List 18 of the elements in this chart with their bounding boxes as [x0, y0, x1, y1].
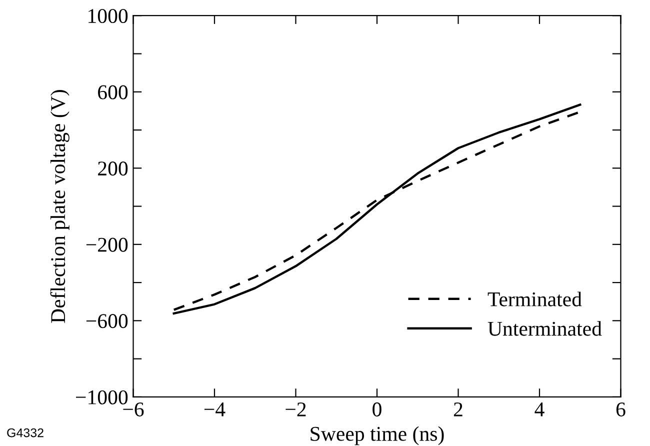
x-tick-label: 2: [454, 402, 462, 416]
y-tick-label: 1000: [88, 8, 128, 24]
y-tick-label: 600: [98, 85, 128, 100]
legend-label: Terminated: [488, 292, 582, 306]
y-axis-title: Deflection plate voltage (V): [50, 90, 70, 323]
text: G4332: [7, 428, 44, 438]
x-tick-label: −4: [204, 402, 226, 416]
x-tick-label: −6: [123, 402, 144, 416]
x-tick-label: −2: [286, 402, 306, 416]
y-tick-label: −600: [86, 314, 128, 328]
y-tick-label: −200: [86, 238, 128, 252]
x-axis-title: Sweep time (ns): [310, 426, 444, 446]
y-tick-label: −1000: [76, 390, 128, 404]
x-tick-label: 4: [534, 402, 544, 416]
legend-label: Unterminated: [488, 321, 602, 336]
x-tick-label: 6: [616, 402, 626, 416]
y-tick-label: 200: [98, 162, 128, 176]
x-tick-label: 0: [372, 402, 382, 416]
